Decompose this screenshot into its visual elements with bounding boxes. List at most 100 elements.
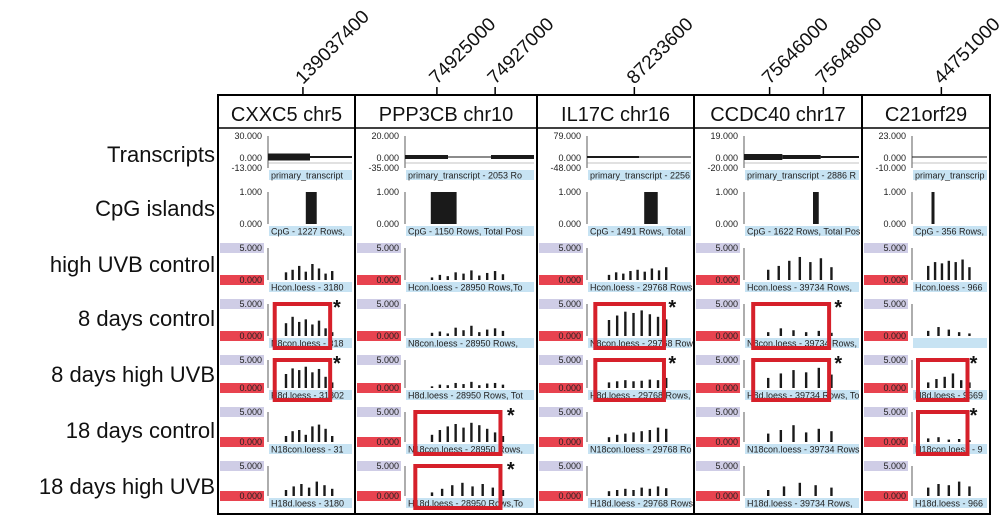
data-bar: [804, 432, 808, 442]
data-bar: [615, 315, 619, 336]
track-h18: 5.000 0.000 H18d.loess - 29768 Rows: [539, 461, 694, 509]
data-bar: [471, 486, 474, 496]
ymid-label: 0.000: [239, 153, 262, 163]
highlight-box: [751, 358, 832, 402]
data-bar: [478, 425, 481, 442]
data-bar: [438, 384, 442, 388]
data-bar: [304, 366, 307, 388]
ymax-band: [220, 299, 264, 309]
ymin-label: 0.000: [376, 491, 399, 501]
data-bar: [430, 386, 434, 388]
track-h8: 5.000 0.000 H8d.loess - 29768 Rows,: [539, 355, 691, 401]
track-cpg: 1.000 0.000 CpG - 1622 Rows, Total Pos: [715, 187, 860, 237]
ymax-label: 5.000: [558, 243, 581, 253]
data-bar: [656, 316, 660, 336]
data-bar: [304, 434, 307, 442]
cpg-island: [305, 192, 317, 224]
ymin-label: 0.000: [558, 275, 581, 285]
track-h18: 5.000 0.000 H18d.loess - 3180: [220, 461, 352, 509]
ymin-label: 0.000: [715, 331, 738, 341]
track-label: N18con.loess - 31: [271, 445, 344, 455]
ymax-band: [864, 461, 908, 471]
ymax-band: [696, 243, 740, 253]
track-label-band: [745, 390, 859, 400]
ymin-label: 0.000: [715, 275, 738, 285]
ymin-label: 0.000: [376, 275, 399, 285]
ymax-label: 5.000: [558, 299, 581, 309]
ymin-band: [864, 437, 908, 447]
data-bar: [632, 381, 635, 388]
track-n8: 5.000 0.000 N8con.loess - 29768 Row: [539, 299, 694, 349]
tracks: 30.0000.000-13.000primary_transcript1.00…: [220, 131, 987, 509]
data-bar: [665, 267, 668, 280]
data-bar: [298, 265, 301, 280]
track-h18: 5.000 0.000 H18d.loess - 966: [864, 461, 987, 509]
data-bar: [317, 320, 321, 336]
row-label: 18 days control: [66, 418, 215, 443]
ymin-band: [357, 491, 401, 501]
ymax-band: [539, 355, 583, 365]
ymin-label: 0.000: [558, 383, 581, 393]
ymin-label: 0.000: [883, 219, 906, 229]
ymax-band: [357, 243, 401, 253]
data-bar: [462, 330, 465, 336]
data-bar: [430, 434, 434, 442]
ymin-label: 0.000: [239, 219, 262, 229]
data-bar: [501, 436, 505, 442]
data-bar: [446, 333, 449, 336]
data-bar: [438, 430, 442, 442]
column-header: PPP3CB chr10: [379, 104, 514, 126]
ymin-label: 0.000: [239, 437, 262, 447]
data-bar: [501, 330, 505, 336]
ymin-label: -13.000: [231, 163, 262, 173]
cpg-island: [813, 192, 819, 224]
data-bar: [957, 439, 961, 442]
ymin-band: [357, 331, 401, 341]
ymin-label: 0.000: [558, 491, 581, 501]
data-bar: [960, 380, 963, 388]
data-bar: [440, 488, 444, 496]
track-label-band: [745, 226, 859, 236]
ymax-band: [696, 407, 740, 417]
transcript-segment: [448, 156, 491, 158]
data-bar: [291, 368, 294, 388]
data-bar: [767, 332, 770, 336]
track-cpg: 1.000 0.000 CpG - 1150 Rows, Total Posi: [376, 187, 534, 237]
ymax-label: 5.000: [376, 461, 399, 471]
ymin-label: 0.000: [883, 491, 906, 501]
data-bar: [665, 488, 668, 496]
ymax-label: 1.000: [239, 187, 262, 197]
track-hcon: 5.000 0.000 Hcon.loess - 29768 Rows: [539, 243, 693, 293]
data-bar: [968, 333, 971, 336]
data-bar: [324, 376, 327, 388]
ymin-band: [539, 331, 583, 341]
data-bar: [298, 321, 301, 336]
data-bar: [291, 316, 294, 336]
data-bar: [284, 374, 288, 388]
track-label-band: [406, 498, 534, 508]
ymax-band: [696, 461, 740, 471]
ymax-label: 5.000: [883, 461, 906, 471]
ymax-label: 5.000: [239, 299, 262, 309]
data-bar: [947, 260, 951, 280]
ymid-label: 0.000: [883, 153, 906, 163]
ymax-label: 5.000: [883, 355, 906, 365]
ymin-label: 0.000: [376, 383, 399, 393]
track-transcripts: 23.000 0.000-10.000 primary_transcrip: [875, 131, 987, 181]
data-bar: [493, 382, 497, 388]
data-bar: [804, 332, 808, 336]
data-bar: [430, 492, 434, 496]
row-label: 18 days high UVB: [39, 474, 215, 499]
data-bar: [665, 377, 668, 388]
data-bar: [632, 432, 635, 442]
data-bar: [615, 490, 619, 496]
ymax-label: 5.000: [239, 461, 262, 471]
track-label: H8d.loess - 9669: [915, 391, 983, 401]
data-bar: [462, 427, 465, 442]
data-bar: [937, 484, 940, 496]
data-bar: [304, 271, 307, 280]
data-bar: [461, 482, 464, 496]
track-label-band: [269, 498, 352, 508]
track-label-band: [913, 338, 987, 348]
